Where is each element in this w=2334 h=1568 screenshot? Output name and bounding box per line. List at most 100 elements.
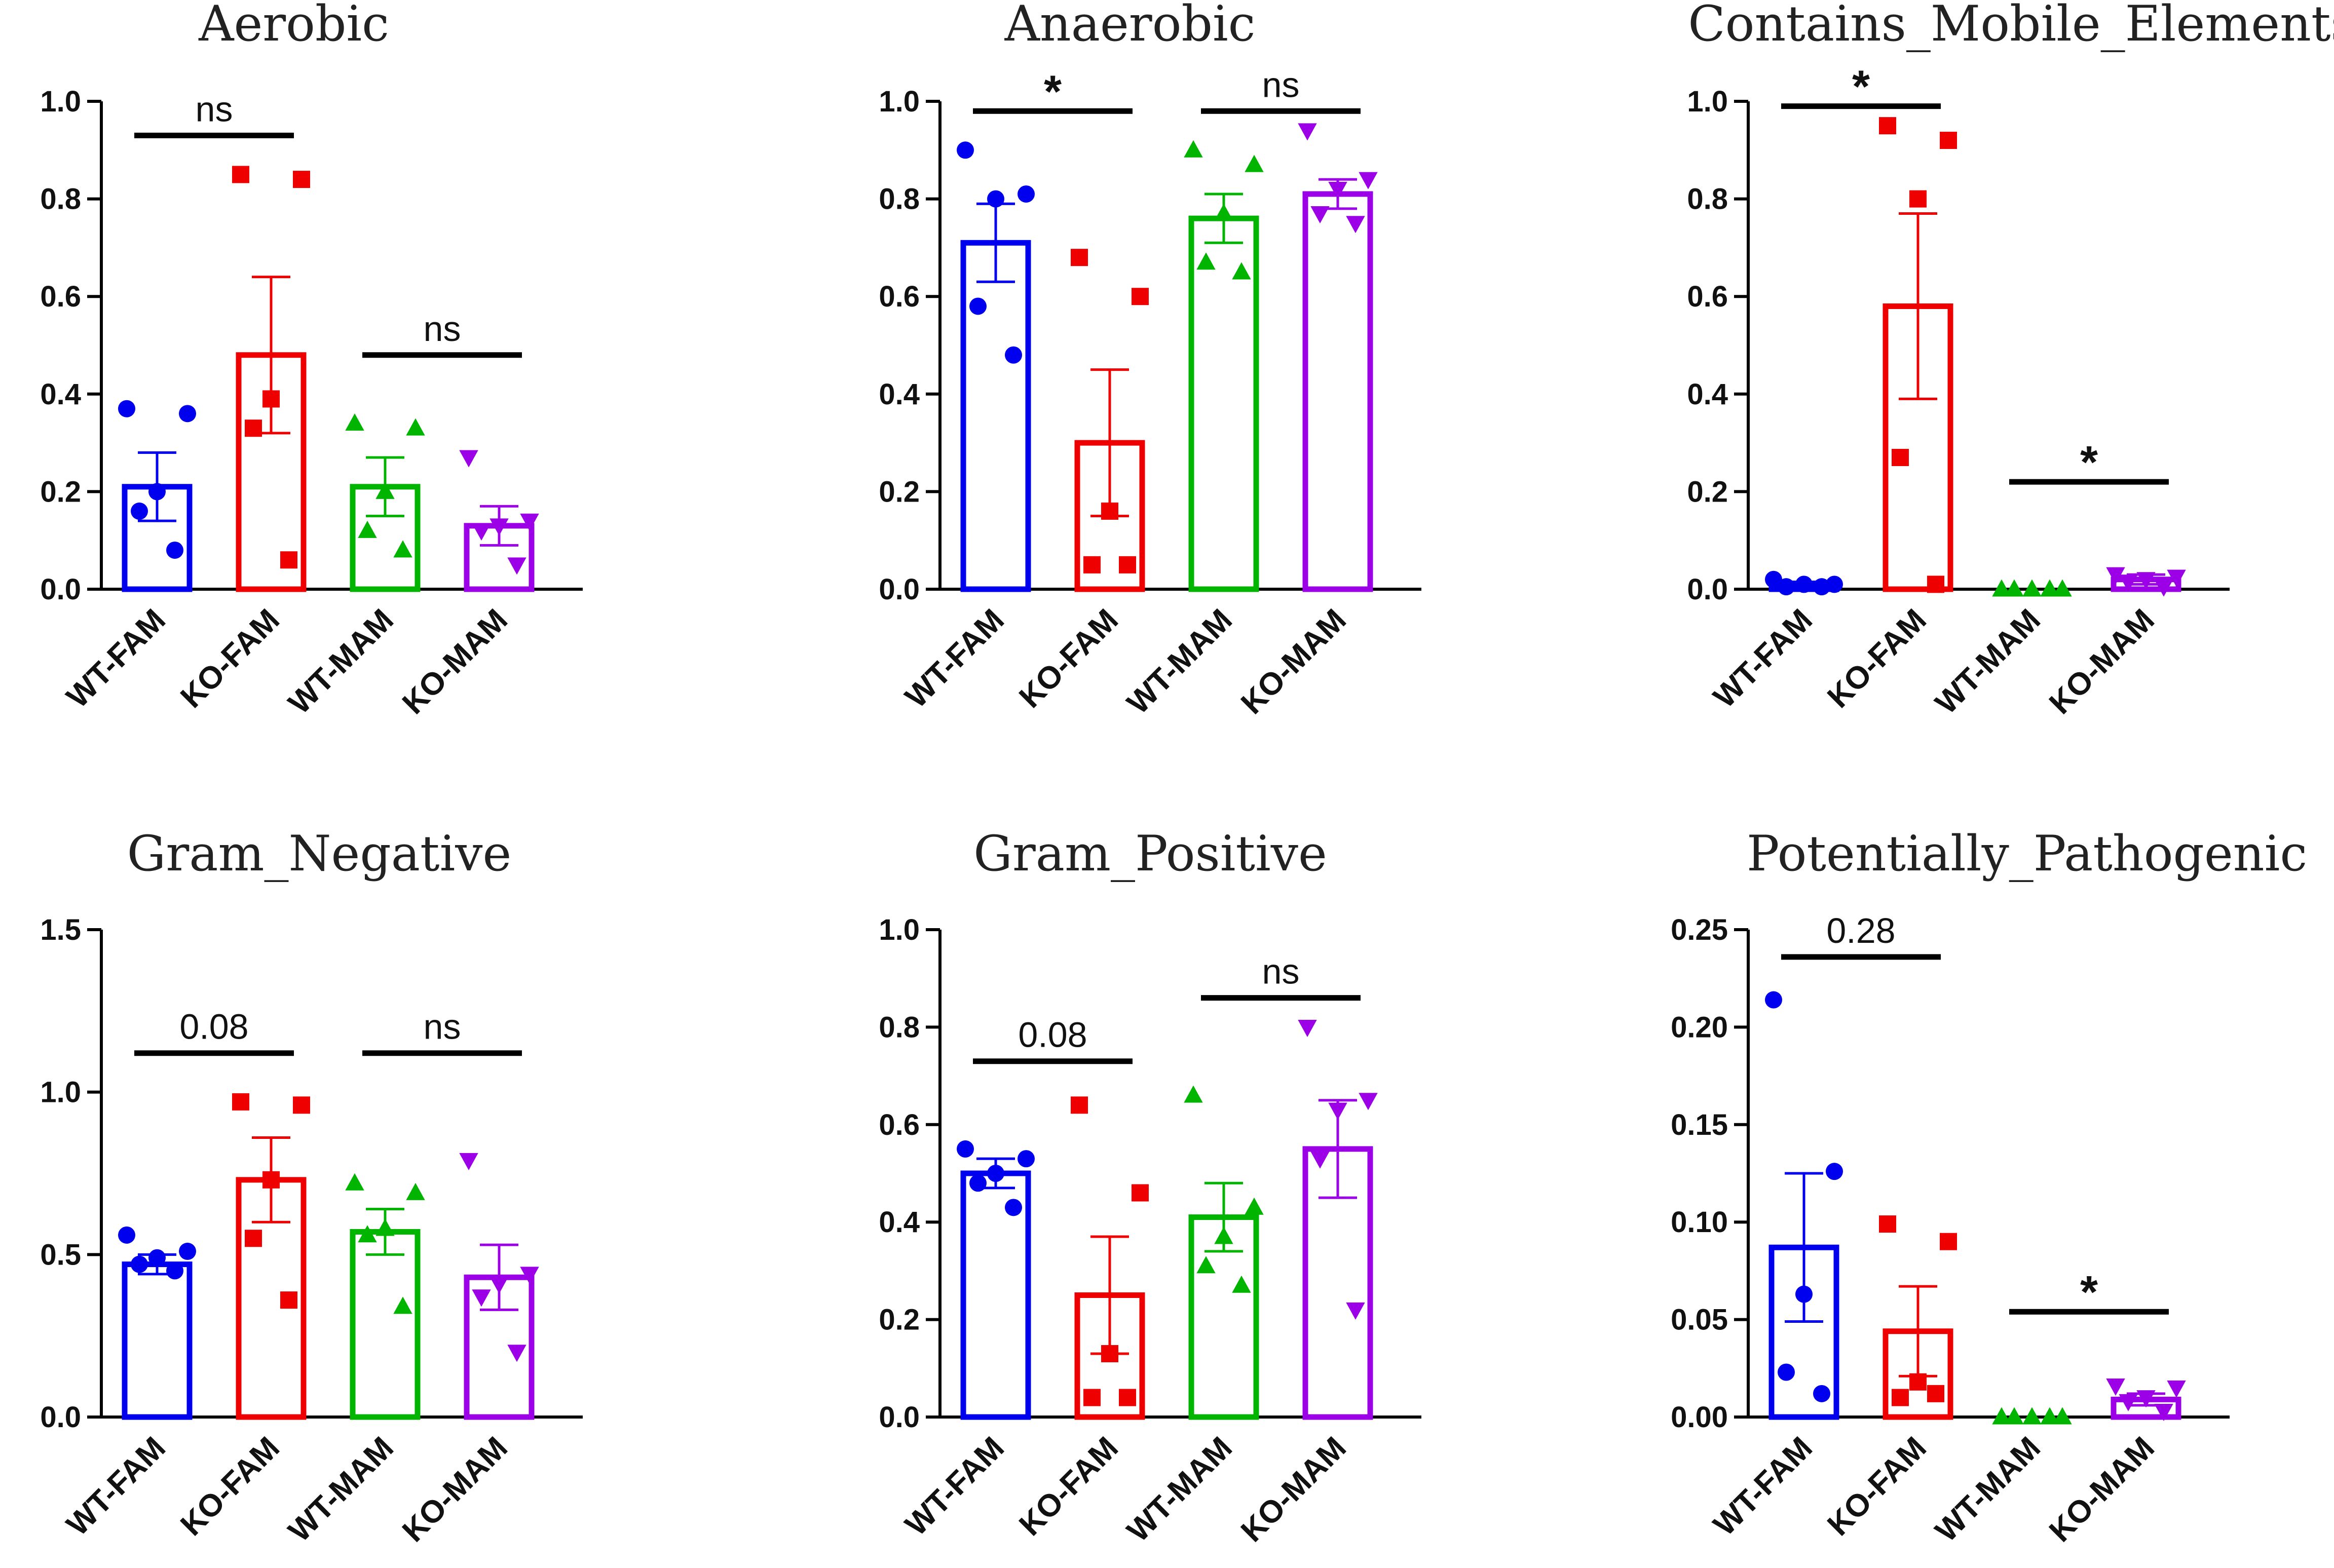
- x-tick-label: KO-MAM: [1234, 602, 1353, 721]
- x-tick-label: KO-MAM: [396, 602, 514, 721]
- x-tick-label: KO-FAM: [1012, 602, 1125, 715]
- data-point-ko-fam: [1083, 1389, 1101, 1406]
- data-point-ko-mam: [2154, 1404, 2173, 1422]
- chart-title: Gram_Negative: [127, 825, 512, 882]
- x-tick-label: WT-FAM: [60, 602, 172, 715]
- data-point-wt-mam: [2005, 1407, 2024, 1425]
- y-tick-label: 0.15: [1671, 1108, 1728, 1141]
- data-point-wt-fam: [1005, 346, 1022, 364]
- data-point-ko-mam: [472, 523, 491, 541]
- data-point-wt-mam: [1184, 1085, 1203, 1103]
- significance-label: *: [1852, 62, 1870, 112]
- data-point-wt-fam: [1795, 576, 1813, 593]
- data-point-wt-mam: [358, 520, 377, 538]
- data-point-ko-fam: [232, 1093, 249, 1111]
- y-tick-label: 0.8: [879, 1011, 920, 1044]
- x-tick-label: KO-FAM: [1821, 1430, 1933, 1543]
- y-tick-label: 0.4: [40, 378, 81, 411]
- data-point-wt-mam: [406, 1182, 425, 1200]
- x-tick-label: WT-MAM: [282, 602, 400, 721]
- y-tick-label: 0.2: [1687, 475, 1728, 508]
- significance-label: ns: [424, 309, 461, 349]
- x-tick-label: WT-FAM: [1707, 602, 1819, 715]
- y-tick-label: 0.8: [40, 183, 81, 216]
- y-tick-label: 1.0: [40, 85, 81, 118]
- data-point-wt-mam: [393, 540, 412, 558]
- data-point-ko-fam: [1927, 576, 1944, 593]
- y-tick-label: 0.0: [40, 1401, 81, 1434]
- data-point-wt-fam: [118, 1226, 135, 1244]
- significance-label: 0.08: [179, 1007, 248, 1047]
- chart-panel-4: Gram_Negative 0.0 0.5 1.0 1.5 WT-FAM KO-FAMWT-…: [40, 825, 583, 1549]
- data-point-ko-mam: [472, 1289, 491, 1307]
- x-tick-label: WT-FAM: [1707, 1430, 1819, 1543]
- data-point-ko-mam: [520, 1267, 539, 1284]
- y-tick-label: 0.2: [879, 475, 920, 508]
- data-point-wt-mam: [2022, 1407, 2042, 1425]
- data-point-ko-fam: [1083, 556, 1101, 573]
- x-tick-label: WT-MAM: [1929, 602, 2047, 721]
- data-point-wt-fam: [1018, 1150, 1035, 1168]
- y-tick-label: 0.2: [879, 1304, 920, 1336]
- data-point-ko-mam: [2106, 567, 2125, 585]
- data-point-ko-mam: [1359, 1093, 1378, 1111]
- data-point-wt-mam: [406, 418, 425, 436]
- significance-label: *: [2080, 437, 2098, 488]
- data-point-wt-fam: [179, 1242, 196, 1260]
- data-point-wt-fam: [179, 405, 196, 423]
- y-tick-label: 0.6: [40, 280, 81, 313]
- data-point-wt-mam: [1232, 1275, 1251, 1293]
- data-point-wt-mam: [2022, 579, 2042, 597]
- y-tick-label: 1.0: [40, 1076, 81, 1109]
- chart-title: Contains_Mobile_Elements: [1688, 0, 2334, 52]
- data-point-ko-mam: [1328, 181, 1347, 199]
- data-point-wt-fam: [131, 1255, 148, 1273]
- x-tick-label: KO-FAM: [1012, 1430, 1125, 1543]
- data-point-wt-fam: [131, 502, 148, 520]
- data-point-wt-fam: [1778, 1363, 1795, 1381]
- x-tick-label: KO-MAM: [1234, 1430, 1353, 1549]
- data-point-ko-fam: [232, 166, 249, 183]
- data-point-wt-fam: [148, 1249, 166, 1267]
- data-point-ko-fam: [1132, 288, 1149, 305]
- x-tick-label: WT-MAM: [1120, 1430, 1239, 1549]
- data-point-ko-mam: [2106, 1378, 2125, 1396]
- data-point-ko-mam: [520, 513, 539, 531]
- data-point-wt-mam: [1184, 140, 1203, 158]
- data-point-ko-mam: [507, 1345, 526, 1362]
- data-point-wt-fam: [148, 483, 166, 501]
- data-point-wt-fam: [166, 1262, 183, 1280]
- x-tick-label: KO-FAM: [174, 1430, 286, 1543]
- data-point-ko-fam: [245, 419, 262, 437]
- data-point-ko-fam: [1132, 1184, 1149, 1202]
- data-point-ko-mam: [1298, 1019, 1317, 1037]
- y-tick-label: 0.6: [879, 1108, 920, 1141]
- data-point-wt-fam: [957, 141, 974, 159]
- data-point-wt-fam: [1826, 1163, 1843, 1180]
- chart-panel-3: Contains_Mobile_Elements 0.0 0.2 0.4 0.6 0.8 1…: [1687, 0, 2334, 721]
- data-point-ko-fam: [1119, 556, 1136, 573]
- y-tick-label: 0.4: [879, 378, 920, 411]
- data-point-wt-mam: [2053, 579, 2072, 597]
- chart-panel-6: Potentially_Pathogenic 0.00 0.05 0.10 0.15 0.…: [1671, 825, 2307, 1549]
- chart-title: Gram_Positive: [973, 825, 1327, 882]
- data-point-wt-fam: [1795, 1285, 1813, 1303]
- data-point-wt-fam: [1005, 1199, 1022, 1216]
- data-point-wt-mam: [1196, 1256, 1216, 1274]
- significance-label: *: [2080, 1267, 2098, 1318]
- data-point-wt-fam: [957, 1140, 974, 1158]
- x-tick-label: WT-FAM: [898, 602, 1011, 715]
- data-point-wt-fam: [969, 1174, 987, 1192]
- significance-label: ns: [1262, 952, 1300, 991]
- data-point-ko-mam: [2136, 1390, 2156, 1408]
- chart-title: Potentially_Pathogenic: [1747, 825, 2307, 882]
- y-tick-label: 0.8: [1687, 183, 1728, 216]
- data-point-ko-fam: [262, 1171, 280, 1189]
- data-point-ko-mam: [1359, 172, 1378, 189]
- data-point-ko-fam: [1909, 190, 1927, 208]
- data-point-ko-mam: [1298, 123, 1317, 141]
- data-point-ko-fam: [280, 551, 297, 569]
- data-point-wt-mam: [1992, 579, 2011, 597]
